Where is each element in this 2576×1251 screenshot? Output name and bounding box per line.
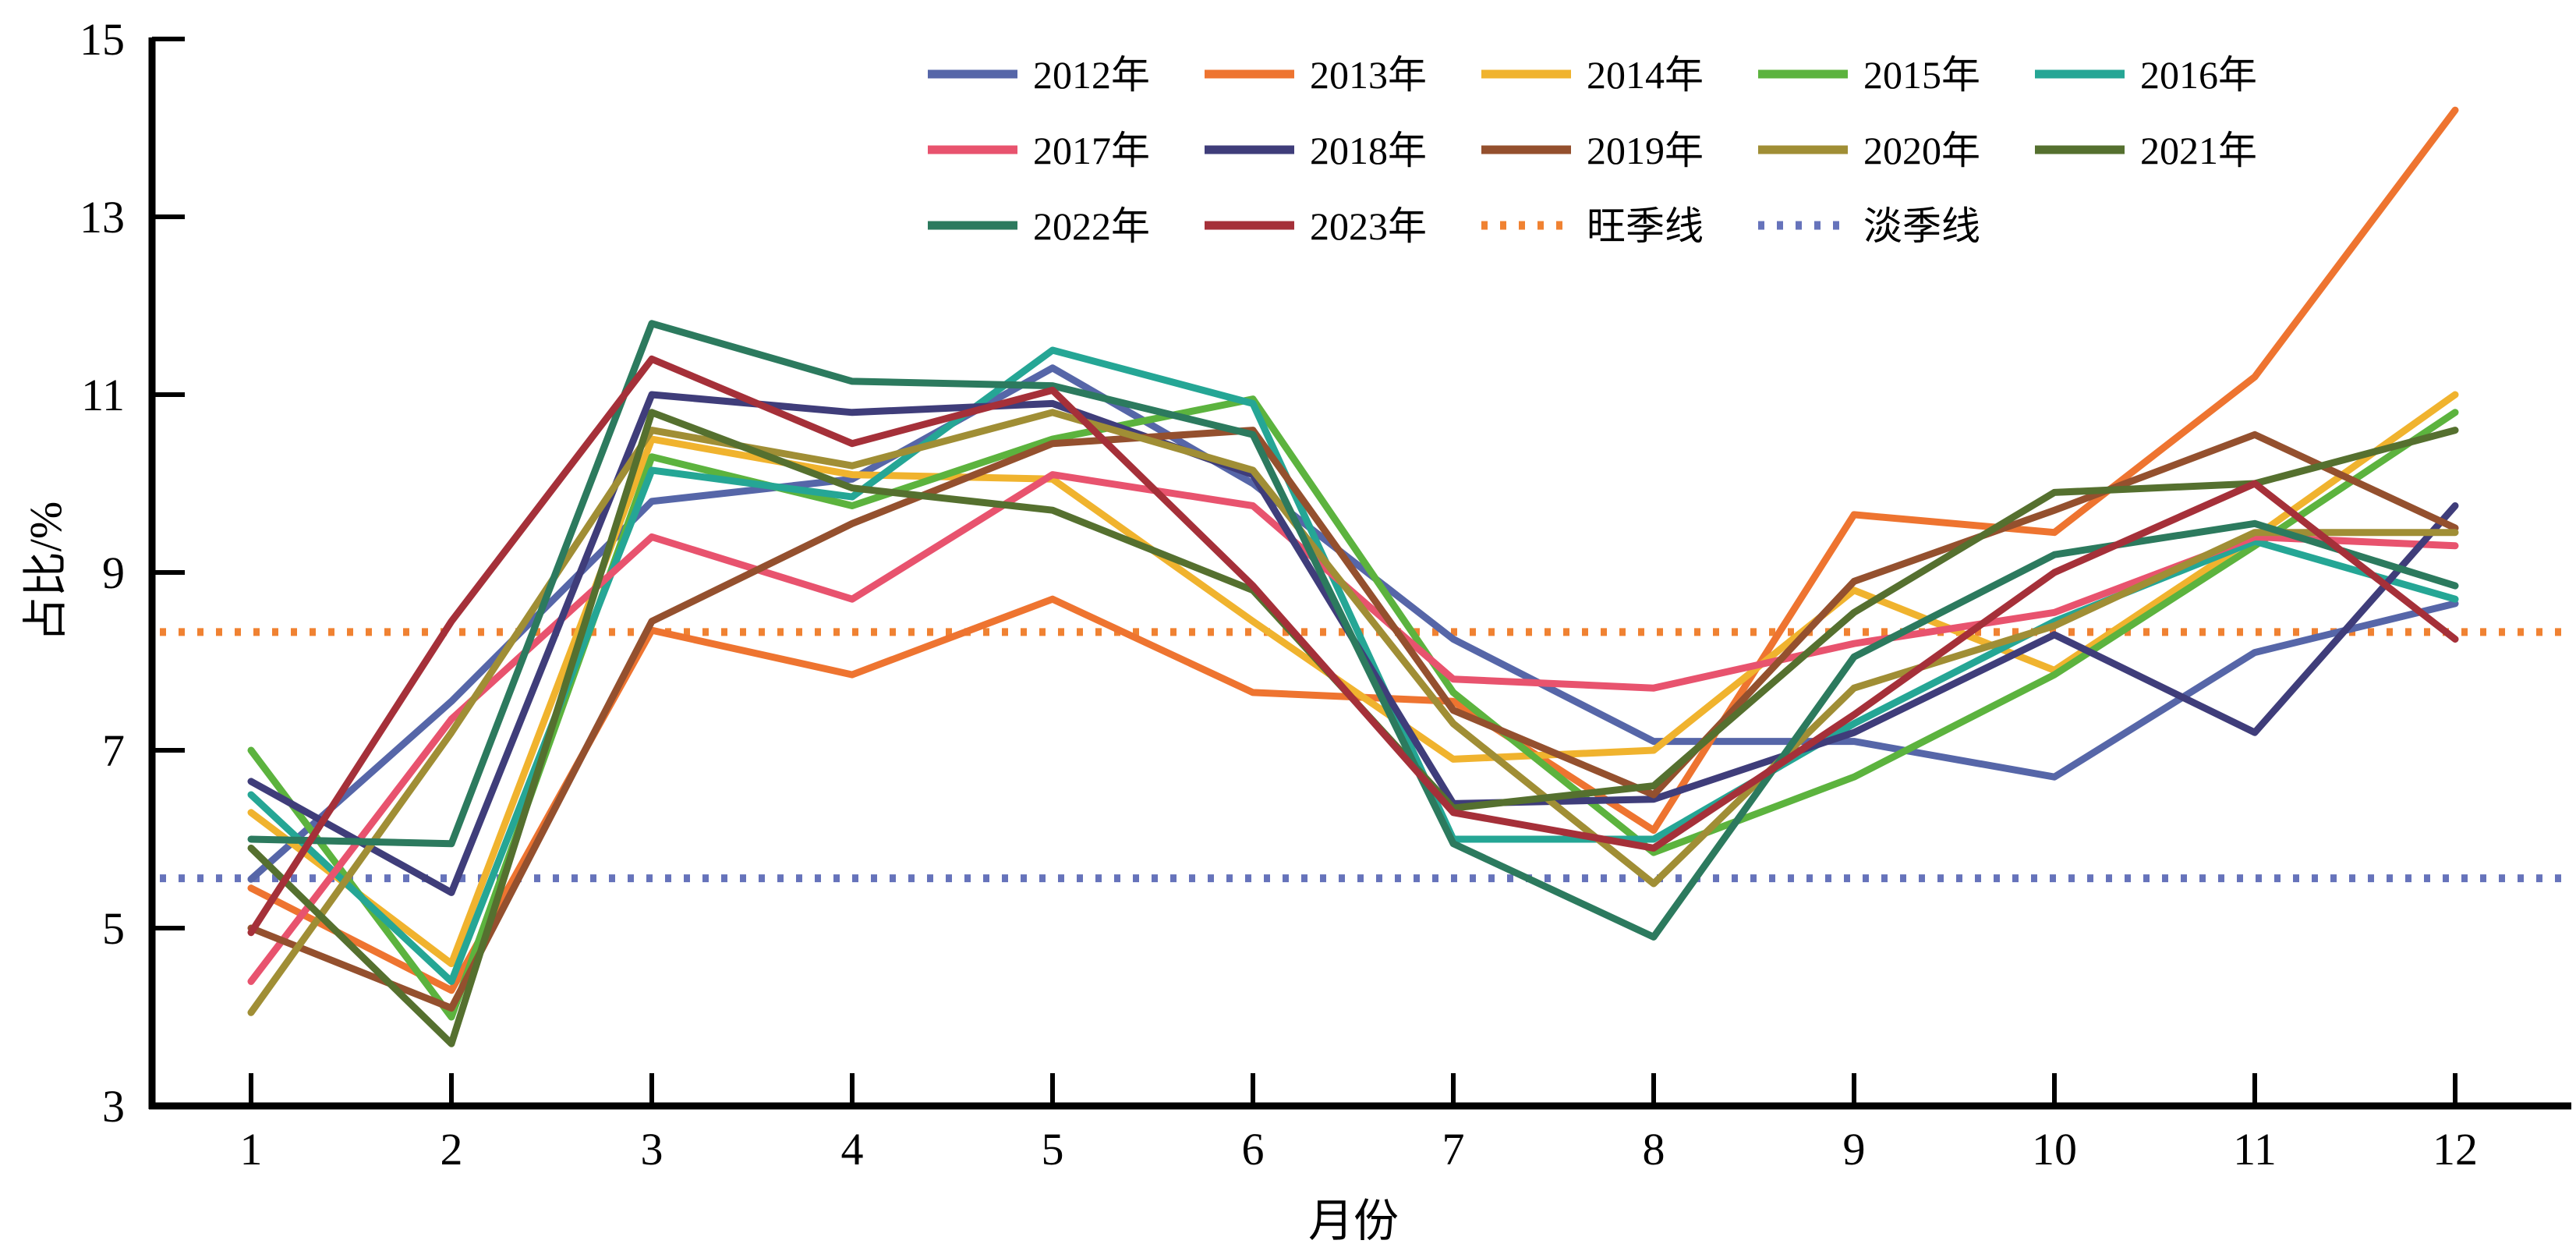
x-tick-label-1: 1 <box>240 1124 263 1175</box>
legend-item-2021年: 2021年 <box>2035 129 2257 172</box>
legend-label-2012年: 2012年 <box>1033 53 1150 97</box>
x-tick-label-6: 6 <box>1242 1124 1265 1175</box>
legend-item-2023年: 2023年 <box>1205 204 1427 248</box>
y-tick-label-11: 11 <box>81 370 125 420</box>
legend-item-2018年: 2018年 <box>1205 129 1427 172</box>
legend-label-2022年: 2022年 <box>1033 204 1150 248</box>
legend-label-2016年: 2016年 <box>2140 53 2257 97</box>
legend-label-2021年: 2021年 <box>2140 129 2257 172</box>
legend-item-2014年: 2014年 <box>1481 53 1704 97</box>
series-line-2022年 <box>247 320 2459 941</box>
series-line-2019年 <box>247 427 2459 1012</box>
y-tick-label-7: 7 <box>102 725 125 776</box>
legend-label-2014年: 2014年 <box>1587 53 1704 97</box>
x-tick-label-11: 11 <box>2233 1124 2277 1175</box>
legend-item-2016年: 2016年 <box>2035 53 2257 97</box>
x-tick-label-7: 7 <box>1442 1124 1465 1175</box>
legend-label-2013年: 2013年 <box>1310 53 1427 97</box>
x-tick-label-12: 12 <box>2433 1124 2478 1175</box>
series-line-2023年 <box>247 355 2459 937</box>
legend-label-2018年: 2018年 <box>1310 129 1427 172</box>
legend-label-2019年: 2019年 <box>1587 129 1704 172</box>
legend-item-2015年: 2015年 <box>1758 53 1980 97</box>
legend-item-旺季线: 旺季线 <box>1481 204 1704 248</box>
legend-item-2012年: 2012年 <box>928 53 1150 97</box>
x-tick-label-8: 8 <box>1643 1124 1665 1175</box>
y-tick-label-9: 9 <box>102 548 125 598</box>
x-tick-label-2: 2 <box>441 1124 463 1175</box>
x-tick-label-5: 5 <box>1042 1124 1064 1175</box>
legend-label-2020年: 2020年 <box>1863 129 1980 172</box>
legend-item-2022年: 2022年 <box>928 204 1150 248</box>
axes-layer <box>148 37 2571 1110</box>
legend-item-2020年: 2020年 <box>1758 129 1980 172</box>
reference-lines-layer <box>160 628 2565 883</box>
x-tick-label-4: 4 <box>841 1124 864 1175</box>
x-tick-label-9: 9 <box>1843 1124 1866 1175</box>
series-line-2020年 <box>247 409 2459 1016</box>
legend-item-2013年: 2013年 <box>1205 53 1427 97</box>
y-axis-title: 占比/% <box>20 501 71 642</box>
x-tick-label-3: 3 <box>641 1124 663 1175</box>
y-tick-label-3: 3 <box>102 1081 125 1132</box>
legend: 2012年 2013年 2014年 2015年 2016年 2017年 2018年 2019年… <box>928 53 2257 248</box>
legend-item-2017年: 2017年 <box>928 129 1150 172</box>
legend-label-2023年: 2023年 <box>1310 204 1427 248</box>
legend-label-2017年: 2017年 <box>1033 129 1150 172</box>
legend-label-2015年: 2015年 <box>1863 53 1980 97</box>
y-tick-label-5: 5 <box>102 903 125 954</box>
legend-item-淡季线: 淡季线 <box>1758 204 1980 248</box>
x-axis-title: 月份 <box>1308 1196 1399 1246</box>
x-tick-label-10: 10 <box>2032 1124 2077 1175</box>
y-tick-label-13: 13 <box>80 192 125 243</box>
legend-item-2019年: 2019年 <box>1481 129 1704 172</box>
legend-label-旺季线: 旺季线 <box>1587 204 1704 248</box>
y-tick-label-15: 15 <box>80 14 125 65</box>
legend-label-淡季线: 淡季线 <box>1863 204 1980 248</box>
series-lines-layer <box>247 106 2459 1047</box>
